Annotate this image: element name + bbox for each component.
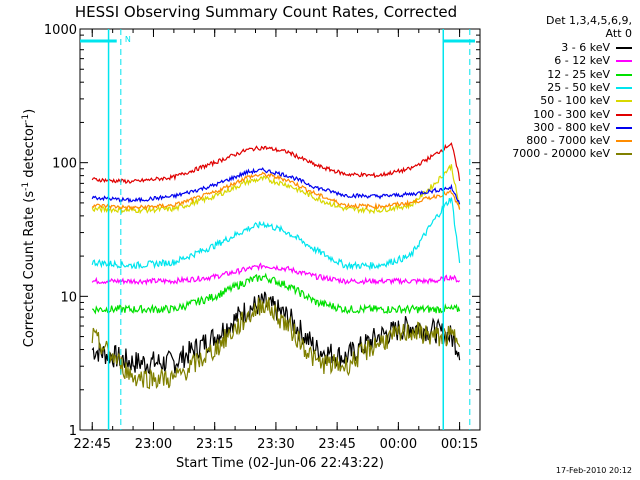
series-lines xyxy=(91,142,461,390)
legend-label: 25 - 50 keV xyxy=(547,80,610,94)
x-tick-label: 22:45 xyxy=(74,437,111,452)
x-tick-label: 00:00 xyxy=(380,437,417,452)
legend-item: 7000 - 20000 keV xyxy=(482,147,632,160)
timestamp: 17-Feb-2010 20:12 xyxy=(555,466,632,475)
x-tick-label: 23:45 xyxy=(318,437,355,452)
legend-label: 7000 - 20000 keV xyxy=(512,147,610,161)
y-tick-label: 10 xyxy=(60,290,77,305)
plot-frame xyxy=(79,28,481,431)
legend-item: 100 - 300 keV xyxy=(482,108,632,121)
y-tick-label: 1 xyxy=(69,424,77,439)
legend-header-detectors: Det 1,3,4,5,6,9, xyxy=(545,14,632,27)
x-axis-label: Start Time (02-Jun-06 22:43:22) xyxy=(176,456,384,471)
series-line-300-800-kev xyxy=(91,167,461,205)
night-markers: N xyxy=(80,29,475,430)
legend-item: 3 - 6 keV xyxy=(482,41,632,54)
legend-label: 50 - 100 keV xyxy=(540,94,610,108)
legend-label: 800 - 7000 keV xyxy=(526,134,610,148)
legend-swatch xyxy=(616,153,632,156)
y-tick-label: 100 xyxy=(52,157,77,172)
legend-item: 12 - 25 keV xyxy=(482,68,632,81)
legend-label: 300 - 800 keV xyxy=(533,120,610,134)
legend-swatch xyxy=(616,126,632,129)
series-line-3-6-kev xyxy=(91,291,461,375)
chart-title: HESSI Observing Summary Count Rates, Cor… xyxy=(75,3,457,21)
legend-swatch xyxy=(616,86,632,89)
legend-header-attenuator: Att 0 xyxy=(605,27,632,40)
legend-label: 12 - 25 keV xyxy=(547,67,610,81)
series-line-6-12-kev xyxy=(91,262,461,286)
x-tick-label: 23:00 xyxy=(135,437,172,452)
legend-label: 100 - 300 keV xyxy=(533,107,610,121)
x-tick-label: 23:30 xyxy=(257,437,294,452)
y-axis-label: Corrected Count Rate (s-1 detector-1) xyxy=(21,109,37,347)
x-tick-label: 23:15 xyxy=(196,437,233,452)
series-line-25-50-kev xyxy=(91,197,461,271)
legend-item: 25 - 50 keV xyxy=(482,81,632,94)
y-tick-label: 1000 xyxy=(44,23,77,38)
legend-item: 50 - 100 keV xyxy=(482,94,632,107)
series-line-12-25-kev xyxy=(91,272,461,315)
axes: 1 10 100 1000 22:45 23:00 23:15 23:30 23:45 00:00… xyxy=(44,23,481,452)
series-line-7000-20000-kev xyxy=(91,297,461,390)
legend-label: 6 - 12 keV xyxy=(554,54,610,68)
series-line-800-7000-kev xyxy=(91,171,461,211)
legend-swatch xyxy=(616,113,632,116)
legend-label: 3 - 6 keV xyxy=(561,41,610,54)
series-line-100-300-kev xyxy=(91,142,461,185)
legend-item: 6 - 12 keV xyxy=(482,54,632,67)
legend-item: 800 - 7000 keV xyxy=(482,134,632,147)
legend-swatch xyxy=(616,47,632,49)
night-marker-label: N xyxy=(125,35,131,44)
legend-swatch xyxy=(616,60,632,63)
legend-swatch xyxy=(616,73,632,76)
legend-swatch xyxy=(616,140,632,143)
legend-item: 300 - 800 keV xyxy=(482,121,632,134)
x-tick-label: 00:15 xyxy=(441,437,478,452)
legend-swatch xyxy=(616,100,632,103)
